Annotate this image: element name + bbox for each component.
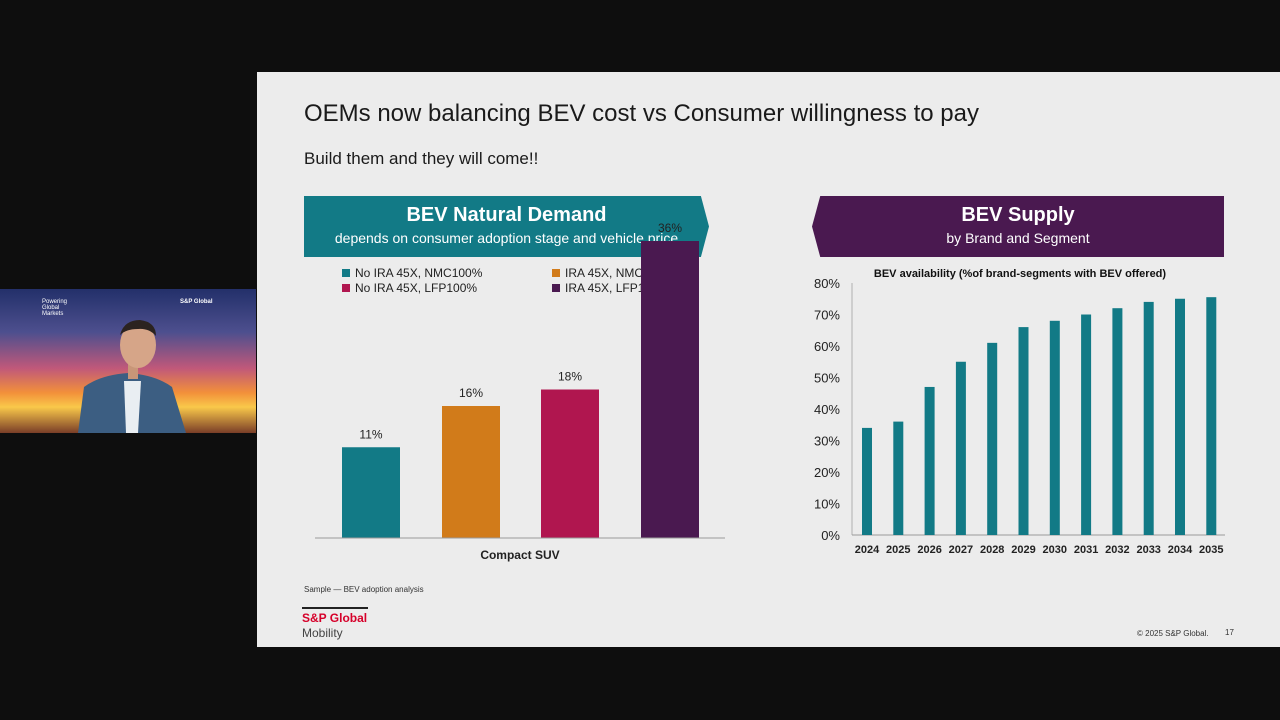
logo-sub-text: Mobility [302,626,343,640]
webcam-feed: Powering Global Markets S&P Global [0,289,256,433]
supply-x-tick-label: 2029 [1011,544,1035,556]
demand-banner: BEV Natural Demand depends on consumer a… [304,196,709,257]
supply-x-tick-label: 2031 [1074,544,1098,556]
supply-y-tick-label: 20% [814,465,840,480]
supply-bar [1081,314,1092,535]
demand-banner-title: BEV Natural Demand [406,204,607,226]
webcam-overlay-logo: S&P Global [180,299,213,305]
supply-bar [1018,327,1029,535]
demand-bar [442,406,500,538]
demand-bar [641,241,699,538]
legend-item: No IRA 45X, LFP100% [342,281,552,295]
supply-y-tick-label: 50% [814,371,840,386]
legend-swatch [342,269,350,277]
demand-bar-label: 16% [459,386,483,400]
supply-bar [924,386,935,535]
slide-subtitle: Build them and they will come!! [304,149,539,168]
supply-bar [862,427,872,535]
supply-bar [955,361,966,535]
supply-x-tick-label: 2032 [1105,544,1129,556]
demand-bar [541,389,599,538]
supply-bar [987,342,998,535]
supply-y-tick-label: 70% [814,308,840,323]
supply-bar [1175,298,1185,535]
slide-title: OEMs now balancing BEV cost vs Consumer … [304,100,979,127]
supply-banner-title: BEV Supply [961,204,1075,226]
company-logo: S&P Global Mobility [302,607,368,640]
supply-y-tick-label: 60% [814,339,840,354]
supply-bar [1049,320,1060,535]
demand-bar-label: 11% [359,427,382,441]
charts-canvas: 11% 16% 18% 36% Compact SUV BEV availability … [315,221,1225,562]
supply-bar [1206,297,1217,535]
supply-x-tick-label: 2034 [1168,544,1193,556]
supply-x-tick-label: 2024 [855,544,880,556]
logo-rule [302,607,368,609]
supply-bar [1143,301,1154,535]
page-number: 17 [1225,628,1234,637]
demand-bar [342,447,400,538]
supply-bar [1112,308,1123,535]
supply-bar [893,421,904,535]
supply-y-tick-label: 80% [814,276,840,291]
legend-swatch [552,269,560,277]
supply-y-tick-label: 0% [821,528,840,543]
demand-bar-label: 18% [558,370,582,384]
demand-banner-subtitle: depends on consumer adoption stage and v… [334,230,679,246]
supply-x-tick-label: 2025 [886,544,910,556]
legend-label: No IRA 45X, LFP100% [355,281,478,295]
slide: OEMs now balancing BEV cost vs Consumer … [257,72,1280,647]
supply-banner: BEV Supply by Brand and Segment [812,196,1224,257]
supply-x-tick-label: 2030 [1043,544,1067,556]
supply-y-tick-label: 30% [814,434,840,449]
presenter-figure [78,320,186,433]
logo-main-text: S&P Global [302,611,368,625]
footnote: Sample — BEV adoption analysis [304,585,424,594]
webcam-overlay-text: Powering Global Markets [42,299,68,317]
demand-bar-label: 36% [658,221,682,235]
legend-label: No IRA 45X, NMC100% [355,266,483,280]
legend-swatch [552,284,560,292]
supply-banner-subtitle: by Brand and Segment [946,230,1090,246]
supply-x-tick-label: 2026 [917,544,941,556]
legend-swatch [342,284,350,292]
supply-x-tick-label: 2027 [949,544,973,556]
supply-y-tick-label: 40% [814,402,840,417]
copyright: © 2025 S&P Global. [1137,629,1209,638]
supply-chart-title: BEV availability (%of brand-segments wit… [874,268,1166,280]
supply-y-tick-label: 10% [814,497,840,512]
supply-x-tick-label: 2028 [980,544,1004,556]
demand-x-label: Compact SUV [480,548,559,562]
supply-x-tick-label: 2033 [1136,544,1160,556]
supply-x-tick-label: 2035 [1199,544,1223,556]
legend-item: No IRA 45X, NMC100% [342,266,552,280]
